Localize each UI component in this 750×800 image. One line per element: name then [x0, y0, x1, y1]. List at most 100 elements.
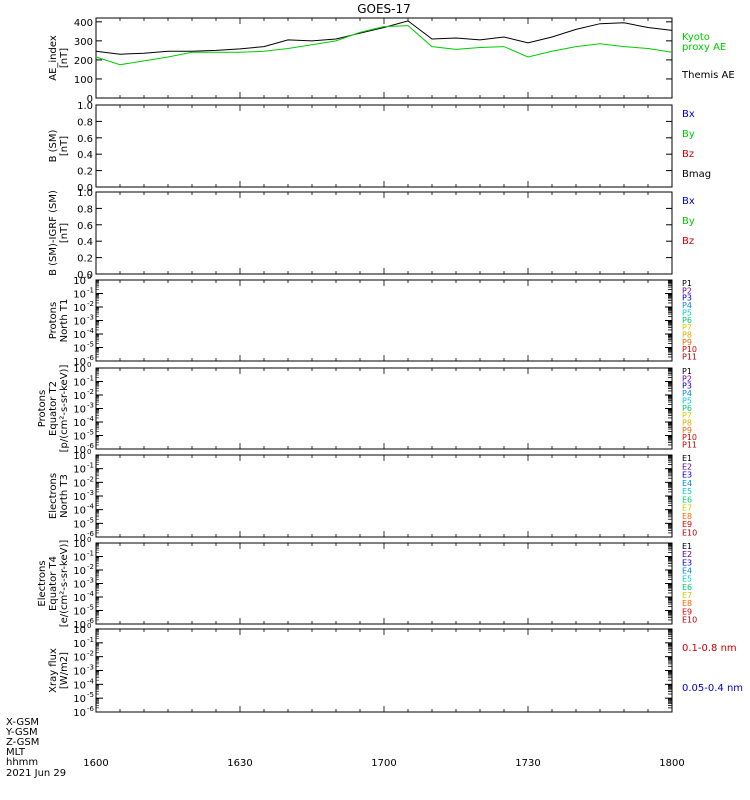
y-tick-label: 1.0 — [77, 101, 93, 112]
y-axis-label: [nT] — [59, 223, 70, 243]
legend-entry: E9 — [682, 607, 692, 616]
y-axis-label: [nT] — [59, 136, 70, 156]
legend-entry: P7 — [682, 411, 692, 420]
legend-entry: E8 — [682, 599, 692, 608]
y-axis-label: [e/(cm²-s-sr-keV)] — [59, 540, 70, 628]
y-tick-label: 10-1 — [73, 462, 94, 476]
y-tick-label: 10-5 — [73, 429, 94, 443]
legend-entry: P5 — [682, 308, 692, 317]
y-tick-label: 1.0 — [77, 188, 93, 199]
panel-bigrf: 0.0 0.2 0.4 0.6 0.8 1.0 B (SM)-IGRF (SM) [nT] Bx… — [48, 188, 695, 281]
y-tick-label: 10-1 — [73, 550, 94, 564]
legend-entry: P7 — [682, 323, 692, 332]
y-tick-label: 10-3 — [73, 402, 94, 416]
y-tick-label: 0.2 — [77, 167, 93, 178]
y-axis-label: North T3 — [59, 474, 70, 518]
legend-entry: P6 — [682, 404, 692, 413]
legend-entry: P11 — [682, 441, 697, 450]
y-tick-label: 10-4 — [73, 677, 94, 691]
y-tick-label: 10-2 — [73, 650, 94, 664]
y-tick-label: 10-2 — [73, 300, 94, 314]
legend-entry: 0.05-0.4 nm — [682, 683, 743, 694]
chart-title: GOES-17 — [357, 2, 411, 16]
y-tick-label: 0.8 — [77, 117, 93, 128]
legend-entry: P10 — [682, 433, 697, 442]
y-axis-label: B (SM)-IGRF (SM) — [48, 190, 59, 276]
y-tick-label: 10-6 — [73, 617, 94, 631]
y-tick-label: 10-5 — [73, 516, 94, 530]
y-axis-label: Protons — [37, 390, 48, 427]
y-axis-label: Electrons — [37, 560, 48, 606]
legend-entry: E10 — [682, 616, 697, 625]
legend-entry: P6 — [682, 316, 692, 325]
y-tick-label: 10-3 — [73, 489, 94, 503]
y-axis-label: Equator T4 — [48, 556, 59, 611]
series-line — [95, 20, 673, 55]
y-tick-label: 100 — [73, 536, 91, 550]
legend-entry: P9 — [682, 338, 692, 347]
legend-entry: Bx — [682, 109, 695, 120]
y-tick-label: 10-1 — [73, 636, 94, 650]
y-axis-label: [W/m2] — [59, 652, 70, 689]
legend-entry: By — [682, 129, 695, 140]
y-axis-label: [p/(cm²-s-sr-keV)] — [59, 365, 70, 453]
y-tick-label: 0.6 — [77, 221, 93, 232]
legend-entry: Kyoto — [682, 32, 710, 43]
y-tick-label: 10-5 — [73, 341, 94, 355]
y-tick-label: 10-6 — [73, 442, 94, 456]
y-tick-label: 10-1 — [73, 375, 94, 389]
x-tick-label: 1600 — [83, 758, 108, 769]
legend-entry: Themis AE — [681, 70, 735, 81]
y-tick-label: 0.0 — [77, 270, 93, 281]
y-axis-label: B (SM) — [48, 129, 59, 162]
x-tick-label: 1630 — [227, 758, 252, 769]
panel-frame — [95, 17, 673, 99]
legend-entry: P1 — [682, 279, 692, 288]
y-tick-label: 0.6 — [77, 134, 93, 145]
y-tick-label: 200 — [74, 56, 93, 67]
y-tick-label: 0.4 — [77, 237, 93, 248]
legend-entry: P8 — [682, 418, 692, 427]
y-axis-label: Xray flux — [48, 648, 59, 693]
x-tick-label: 1800 — [659, 758, 684, 769]
y-axis-label: Electrons — [48, 473, 59, 519]
x-tick-label: 1700 — [371, 758, 396, 769]
footer-row-label: Z-GSM — [6, 737, 39, 748]
legend-entry: 0.1-0.8 nm — [682, 643, 737, 654]
y-tick-label: 10-2 — [73, 563, 94, 577]
y-tick-label: 0.4 — [77, 150, 93, 161]
legend-entry: E3 — [682, 471, 692, 480]
y-tick-label: 100 — [73, 448, 91, 462]
y-tick-label: 10-3 — [73, 314, 94, 328]
y-tick-label: 10-5 — [73, 691, 94, 705]
legend-entry: Bx — [682, 196, 695, 207]
y-tick-label: 10-5 — [73, 604, 94, 618]
y-tick-label: 10-4 — [73, 503, 94, 517]
legend-entry: E1 — [682, 454, 692, 463]
series-line — [95, 25, 673, 66]
footer-row-label: hhmm — [6, 757, 38, 768]
legend-entry: P4 — [682, 301, 692, 310]
y-axis-label: Protons — [48, 302, 59, 339]
legend-entry: P10 — [682, 345, 697, 354]
legend-entry: E9 — [682, 520, 692, 529]
legend-entry: E2 — [682, 462, 692, 471]
legend-entry: Bz — [682, 236, 694, 247]
legend-entry: E7 — [682, 591, 692, 600]
legend-entry: P11 — [682, 353, 697, 362]
legend-entry: P8 — [682, 330, 692, 339]
legend-entry: E4 — [682, 567, 692, 576]
legend-entry: P4 — [682, 389, 692, 398]
legend-entry: E10 — [682, 528, 697, 537]
y-axis-label: North T1 — [59, 299, 70, 343]
y-tick-label: 10-3 — [73, 577, 94, 591]
y-tick-label: 10-6 — [73, 705, 94, 719]
legend-entry: Bz — [682, 149, 694, 160]
legend-entry: P5 — [682, 396, 692, 405]
y-tick-label: 10-2 — [73, 388, 94, 402]
